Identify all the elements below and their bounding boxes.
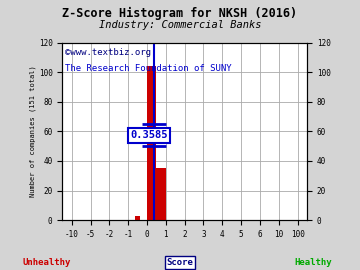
Y-axis label: Number of companies (151 total): Number of companies (151 total) — [30, 66, 36, 197]
Text: The Research Foundation of SUNY: The Research Foundation of SUNY — [65, 64, 231, 73]
Text: Score: Score — [167, 258, 193, 267]
Text: 0.3585: 0.3585 — [130, 130, 168, 140]
Bar — [135, 216, 140, 220]
Bar — [156, 168, 166, 220]
Text: Healthy: Healthy — [294, 258, 332, 267]
Text: Industry: Commercial Banks: Industry: Commercial Banks — [99, 20, 261, 30]
Text: Unhealthy: Unhealthy — [23, 258, 71, 267]
Text: Z-Score Histogram for NKSH (2016): Z-Score Histogram for NKSH (2016) — [62, 7, 298, 20]
Bar — [147, 66, 156, 220]
Text: ©www.textbiz.org: ©www.textbiz.org — [65, 48, 151, 57]
